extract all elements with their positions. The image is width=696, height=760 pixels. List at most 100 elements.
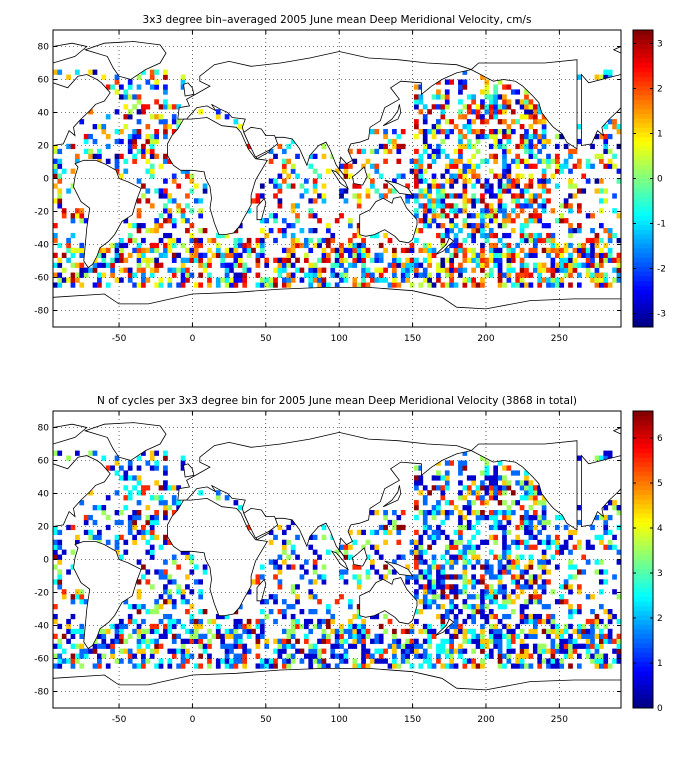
bin-cell xyxy=(528,554,534,560)
bin-cell xyxy=(466,129,472,135)
colorbar-step xyxy=(633,550,653,556)
bin-cell xyxy=(374,613,380,620)
bin-cell xyxy=(510,267,516,273)
bin-cell xyxy=(141,604,146,610)
bin-cell xyxy=(493,129,499,135)
bin-cell xyxy=(510,247,516,254)
bin-cell xyxy=(449,252,454,258)
bin-cell xyxy=(290,203,296,209)
bin-cell xyxy=(303,569,309,575)
bin-cell xyxy=(365,247,371,254)
bin-cell xyxy=(497,198,503,204)
bin-cell xyxy=(431,173,437,179)
bin-cell xyxy=(532,114,538,120)
bin-cell xyxy=(281,609,287,615)
bin-cell xyxy=(127,475,133,481)
bin-cell xyxy=(264,599,270,605)
bin-cell xyxy=(444,163,450,169)
bin-cell xyxy=(325,604,331,610)
bin-cell xyxy=(436,148,441,155)
bin-cell xyxy=(352,574,358,580)
bin-cell xyxy=(524,480,529,486)
bin-cell xyxy=(453,158,459,164)
bin-cell xyxy=(510,198,516,204)
bin-cell xyxy=(471,613,476,620)
bin-cell xyxy=(431,594,437,600)
bin-cell xyxy=(568,262,573,268)
bin-cell xyxy=(510,490,516,496)
bin-cell xyxy=(171,242,177,249)
bin-cell xyxy=(119,138,124,145)
bin-cell xyxy=(568,648,573,654)
bin-cell xyxy=(264,232,270,239)
bin-cell xyxy=(519,104,525,110)
bin-cell xyxy=(127,232,133,239)
bin-cell xyxy=(277,143,283,150)
bin-cell xyxy=(616,257,621,263)
bin-cell xyxy=(462,564,468,570)
bin-cell xyxy=(568,148,573,155)
bin-cell xyxy=(383,143,388,150)
colorbar-step xyxy=(633,656,653,662)
bin-cell xyxy=(444,99,450,105)
bin-cell xyxy=(189,569,195,575)
colorbar-step xyxy=(633,238,653,244)
bin-cell xyxy=(334,653,340,659)
colorbar-step xyxy=(633,564,653,570)
bin-cell xyxy=(70,183,76,189)
bin-cell xyxy=(246,648,252,654)
bin-cell xyxy=(242,623,248,630)
bin-cell xyxy=(167,237,173,244)
coastline xyxy=(256,197,267,221)
bin-cell xyxy=(53,282,58,288)
colorbar-step xyxy=(633,703,653,709)
bin-cell xyxy=(612,574,617,580)
bin-cell xyxy=(458,158,463,164)
bin-cell xyxy=(264,643,270,649)
bin-cell xyxy=(163,208,168,214)
bin-cell xyxy=(506,138,512,145)
bin-cell xyxy=(114,168,120,174)
bin-cell xyxy=(418,599,424,605)
bin-cell xyxy=(563,158,569,164)
bin-cell xyxy=(79,653,85,659)
bin-cell xyxy=(524,653,529,659)
bin-cell xyxy=(352,257,358,263)
bin-cell xyxy=(127,490,133,496)
colorbar-step xyxy=(633,173,653,179)
bin-cell xyxy=(422,114,428,120)
bin-cell xyxy=(497,589,503,595)
bin-cell xyxy=(97,505,102,511)
bin-cell xyxy=(312,188,318,194)
bin-cell xyxy=(559,648,565,654)
coastline xyxy=(382,485,402,508)
colorbar-step xyxy=(633,499,653,505)
bin-cell xyxy=(546,138,551,145)
bin-cell xyxy=(224,247,230,254)
bin-cell xyxy=(431,628,437,635)
bin-cell xyxy=(290,633,296,639)
bin-cell xyxy=(57,529,63,536)
colorbar-tick-label: 0 xyxy=(657,704,663,714)
bin-cell xyxy=(171,114,177,120)
bin-cell xyxy=(497,272,503,278)
bin-cell xyxy=(321,198,327,204)
bin-cell xyxy=(431,505,437,511)
bin-cell xyxy=(97,653,102,659)
bin-cell xyxy=(141,638,146,644)
bin-cell xyxy=(154,638,159,644)
bin-cell xyxy=(334,643,340,649)
bin-cell xyxy=(427,638,432,644)
bin-cell xyxy=(97,633,102,639)
bin-cell xyxy=(167,505,173,511)
bin-cell xyxy=(79,633,85,639)
bin-cell xyxy=(488,594,494,600)
bin-cell xyxy=(180,213,186,219)
bin-cell xyxy=(290,138,296,145)
bin-cell xyxy=(598,198,604,204)
bin-cell xyxy=(568,604,573,610)
colorbar-tick-label: 2 xyxy=(657,614,663,624)
bin-cell xyxy=(515,158,521,164)
bin-cell xyxy=(330,648,336,654)
bin-cell xyxy=(286,564,292,570)
